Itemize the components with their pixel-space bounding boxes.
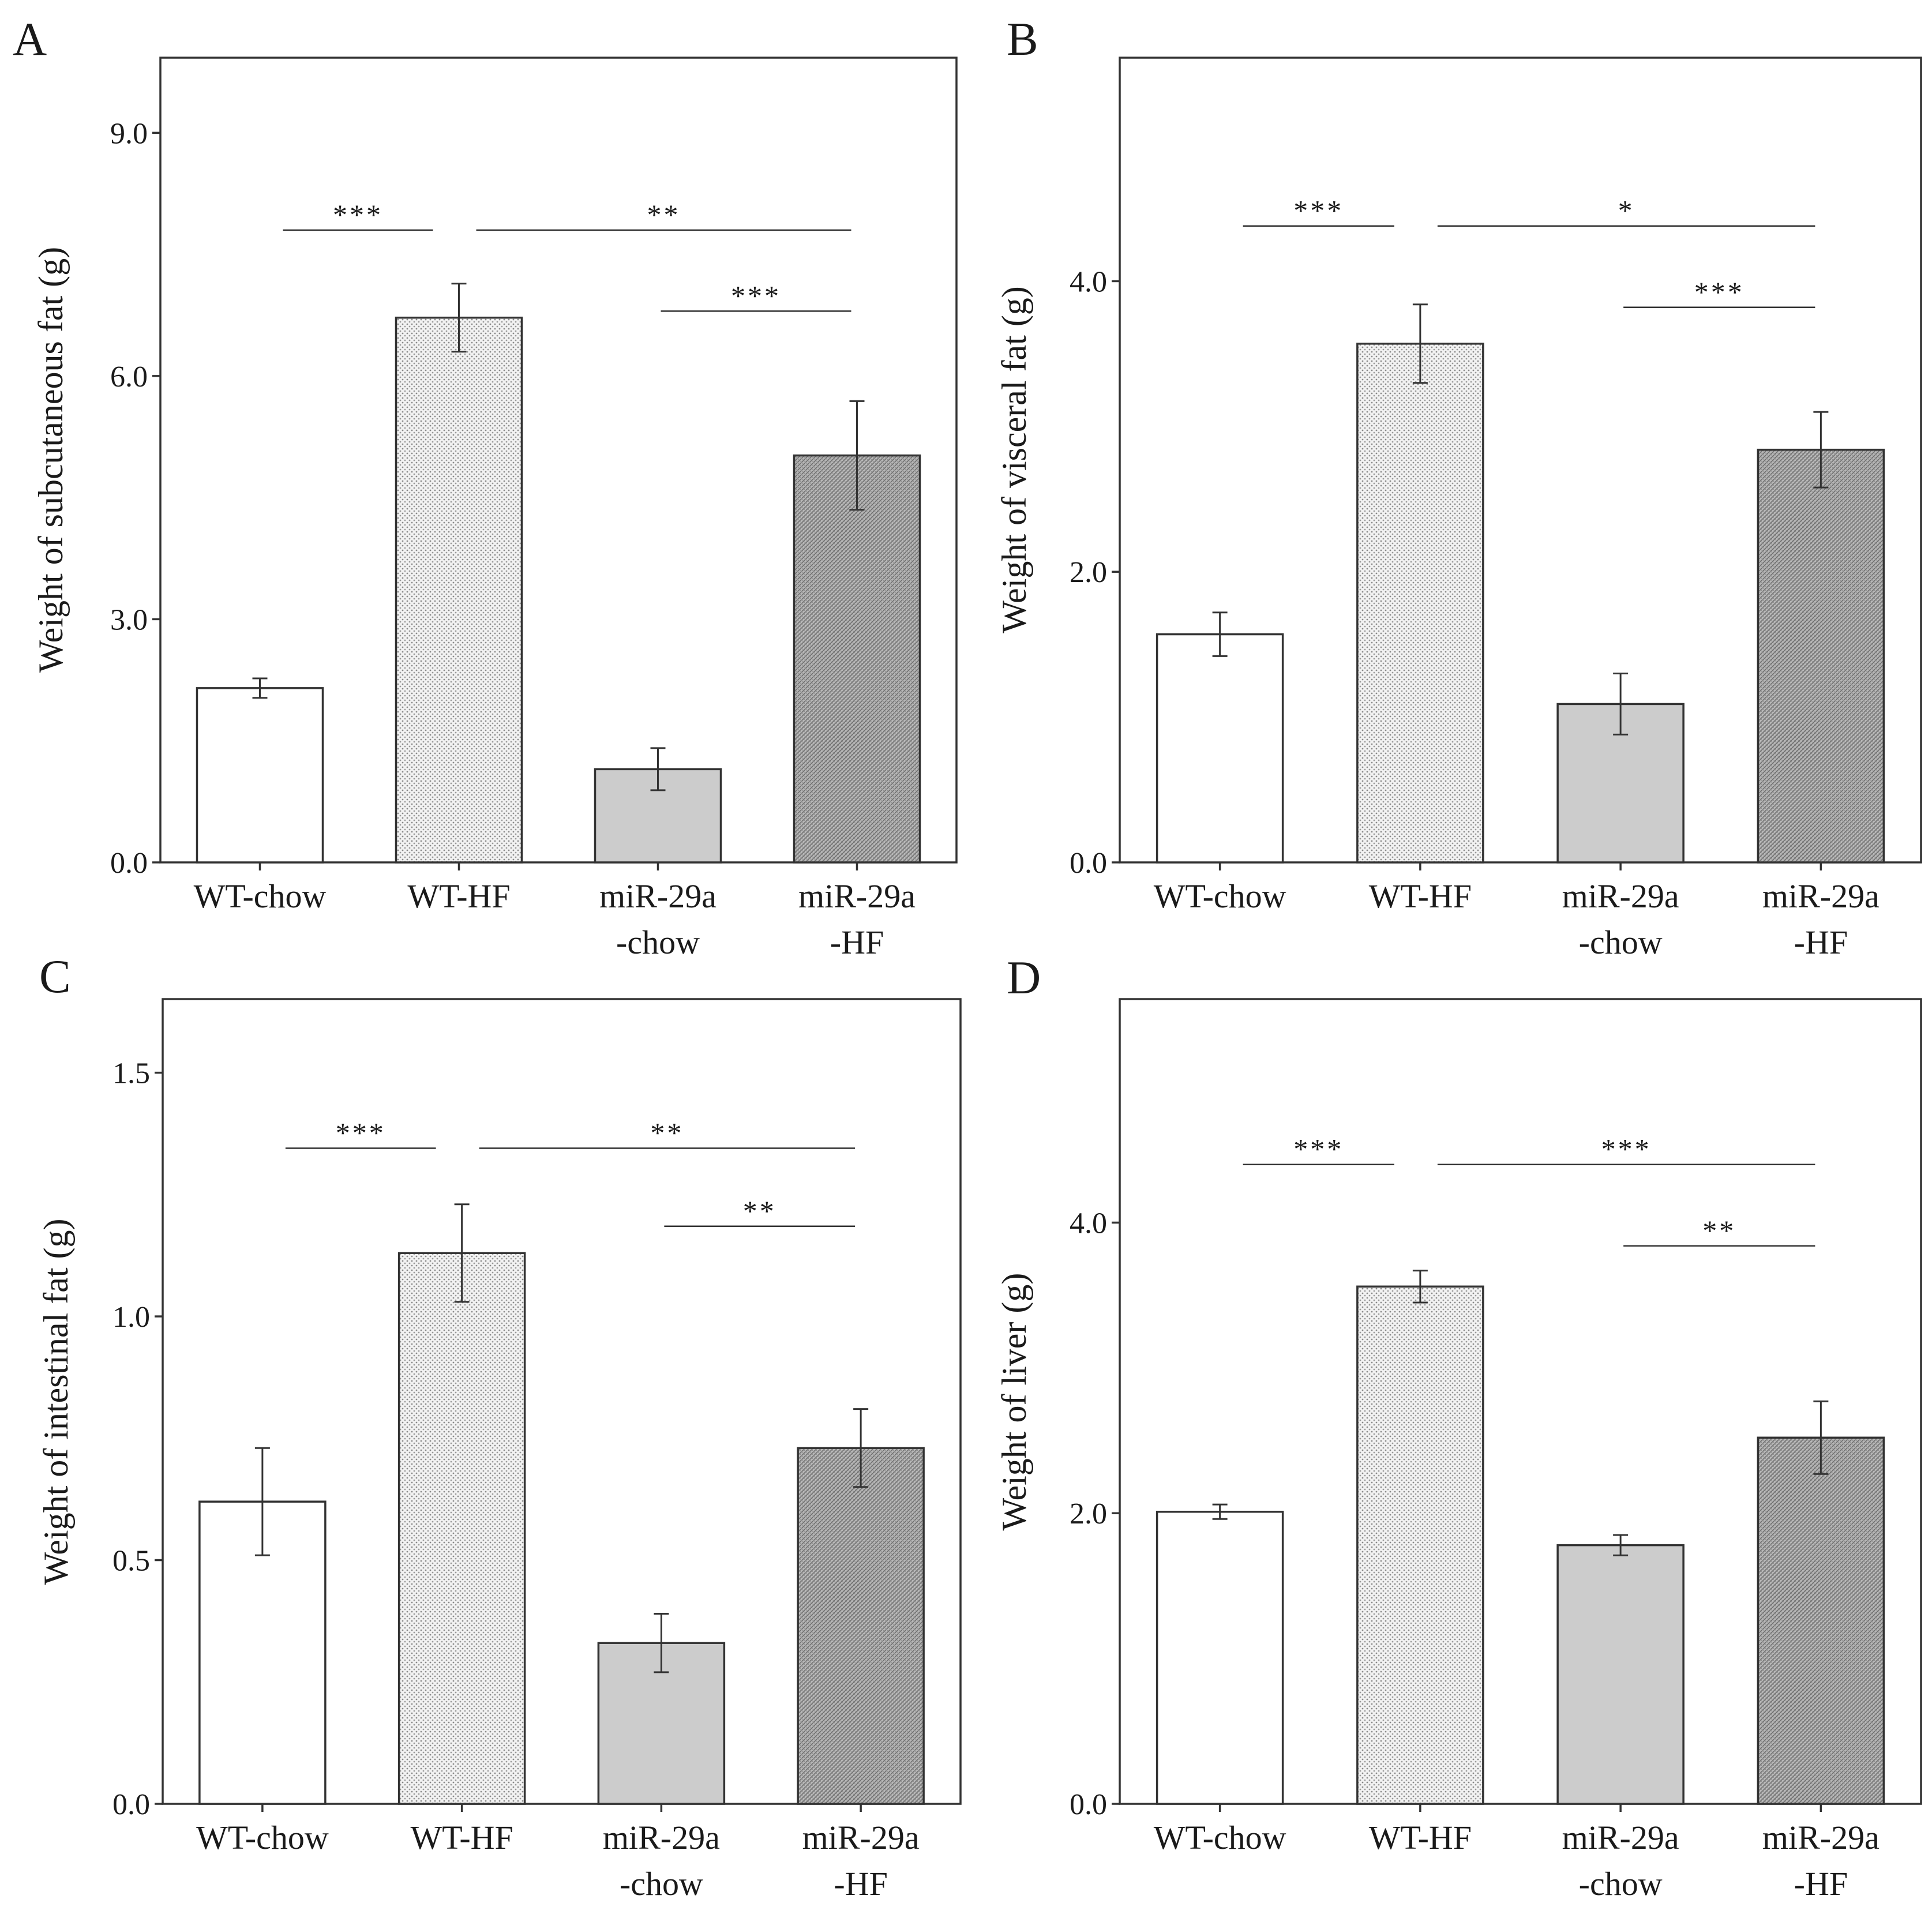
- panel-a-letter: A: [13, 13, 47, 65]
- panel-d-letter: D: [1007, 951, 1041, 1004]
- y-tick-label: 1.0: [112, 1301, 150, 1334]
- y-tick-label: 0.5: [112, 1545, 150, 1578]
- panel-c-frame: [162, 998, 962, 1805]
- panel-a-frame: [159, 57, 958, 864]
- bar: [1156, 1510, 1284, 1805]
- panel-c-ylabel: Weight of intestinal fat (g): [37, 1219, 75, 1585]
- panel-d: D Weight of liver (g) 0.0 2.0 4.0 WT-chow WT…: [995, 951, 1922, 1902]
- x-tick-label: miR-29a: [798, 877, 916, 915]
- significance-label: **: [1702, 1214, 1736, 1247]
- significance-label: ***: [1293, 1133, 1344, 1165]
- y-tick-label: 0.0: [110, 847, 148, 880]
- bar: [1156, 633, 1284, 864]
- panel-b: B Weight of visceral fat (g) 0.0 2.0 4.0 WT…: [995, 13, 1922, 961]
- x-tick-label: -HF: [1794, 1865, 1848, 1902]
- panel-b-frame: [1119, 57, 1922, 864]
- panel-a-plot: 0.0 3.0 6.0 9.0 WT-chow WT-HF miR-29a -chow miR-…: [110, 117, 921, 961]
- x-tick-label: WT-HF: [1369, 877, 1472, 915]
- significance-label: *: [1618, 194, 1635, 227]
- significance-label: ***: [1293, 194, 1344, 227]
- panel-d-ylabel: Weight of liver (g): [995, 1273, 1033, 1531]
- significance-label: ***: [1694, 276, 1745, 308]
- significance-label: ***: [336, 1117, 386, 1149]
- y-tick-label: 1.5: [112, 1057, 150, 1090]
- y-tick-label: 0.0: [1070, 1788, 1107, 1821]
- x-tick-label: WT-HF: [410, 1819, 513, 1856]
- x-tick-label: -chow: [1579, 1865, 1663, 1902]
- x-tick-label: -HF: [830, 924, 884, 961]
- panel-c-plot: 0.0 0.5 1.0 1.5 WT-chow WT-HF miR-29a -chow miR-…: [112, 1057, 925, 1902]
- y-tick-label: 4.0: [1070, 1207, 1107, 1240]
- y-tick-label: 2.0: [1070, 556, 1107, 589]
- x-tick-label: miR-29a: [603, 1819, 720, 1856]
- y-tick-label: 4.0: [1070, 265, 1107, 298]
- bar: [395, 316, 523, 864]
- y-tick-label: 0.0: [112, 1788, 150, 1821]
- bar: [793, 454, 921, 864]
- x-tick-label: WT-HF: [1369, 1819, 1472, 1856]
- y-tick-label: 0.0: [1070, 847, 1107, 880]
- panel-a: A Weight of subcutaneous fat (g) 0.0 3.0 6…: [13, 13, 958, 961]
- x-tick-label: WT-chow: [196, 1819, 329, 1856]
- x-tick-label: -chow: [616, 924, 700, 961]
- x-tick-label: miR-29a: [1562, 877, 1679, 915]
- bar: [1757, 1436, 1885, 1805]
- y-tick-label: 2.0: [1070, 1498, 1107, 1530]
- x-tick-label: miR-29a: [802, 1819, 920, 1856]
- x-tick-label: miR-29a: [1762, 877, 1880, 915]
- x-tick-label: -HF: [834, 1865, 887, 1902]
- panel-d-plot: 0.0 2.0 4.0 WT-chow WT-HF miR-29a -chow miR-29a…: [1070, 1133, 1885, 1902]
- significance-label: **: [647, 198, 681, 231]
- bar: [797, 1447, 925, 1805]
- x-tick-label: WT-chow: [1154, 877, 1286, 915]
- significance-label: **: [743, 1195, 776, 1227]
- panel-c: C Weight of intestinal fat (g) 0.0 0.5 1.0…: [37, 950, 962, 1902]
- bar: [397, 1252, 526, 1805]
- panel-d-frame: [1119, 998, 1922, 1805]
- bar: [1356, 343, 1484, 864]
- y-tick-label: 6.0: [110, 361, 148, 393]
- significance-label: ***: [333, 198, 383, 231]
- panel-b-letter: B: [1007, 13, 1038, 65]
- panel-b-plot: 0.0 2.0 4.0 WT-chow WT-HF miR-29a -chow miR-29a…: [1070, 194, 1885, 961]
- bar: [1757, 448, 1885, 864]
- panel-c-letter: C: [39, 950, 71, 1003]
- significance-label: ***: [731, 279, 781, 312]
- x-tick-label: WT-HF: [407, 877, 510, 915]
- bar: [1556, 1544, 1685, 1805]
- bar: [1356, 1285, 1484, 1805]
- x-tick-label: WT-chow: [194, 877, 327, 915]
- x-tick-label: miR-29a: [1562, 1819, 1679, 1856]
- y-tick-label: 9.0: [110, 117, 148, 150]
- x-tick-label: WT-chow: [1154, 1819, 1286, 1856]
- x-tick-label: miR-29a: [1762, 1819, 1880, 1856]
- significance-label: ***: [1601, 1133, 1652, 1165]
- bar: [196, 687, 324, 864]
- x-tick-label: -HF: [1794, 924, 1848, 961]
- significance-label: **: [650, 1117, 684, 1149]
- y-tick-label: 3.0: [110, 603, 148, 636]
- x-tick-label: miR-29a: [599, 877, 716, 915]
- panel-a-ylabel: Weight of subcutaneous fat (g): [32, 247, 70, 673]
- x-tick-label: -chow: [620, 1865, 703, 1902]
- x-tick-label: -chow: [1579, 924, 1663, 961]
- panel-b-ylabel: Weight of visceral fat (g): [995, 286, 1033, 633]
